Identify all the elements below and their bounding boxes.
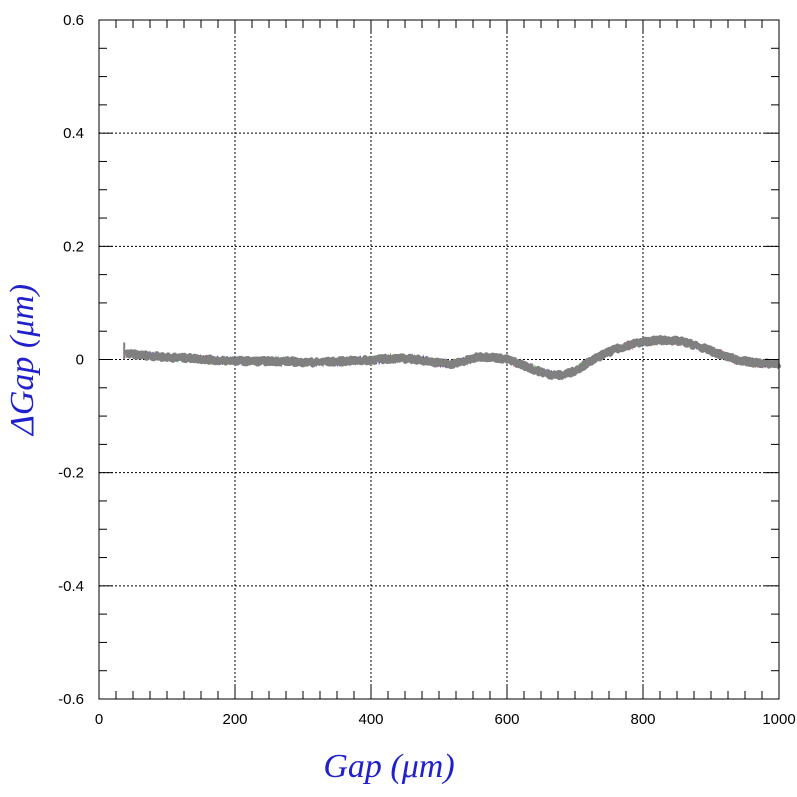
- axis-ticks: [98, 19, 780, 700]
- x-tick-label: 0: [95, 711, 103, 728]
- y-tick-label: 0.2: [63, 238, 84, 255]
- y-tick-label: -0.2: [58, 465, 84, 482]
- x-tick-label: 400: [358, 711, 383, 728]
- x-tick-label: 1000: [762, 711, 795, 728]
- y-tick-label: -0.4: [58, 578, 84, 595]
- y-tick-label: 0: [76, 352, 84, 369]
- data-series: [123, 335, 782, 381]
- y-tick-label: -0.6: [58, 691, 84, 708]
- x-tick-label: 200: [222, 711, 247, 728]
- y-axis-title: ΔGap (μm): [4, 284, 41, 437]
- x-tick-label: 600: [494, 711, 519, 728]
- x-axis-title: Gap (μm): [323, 748, 454, 785]
- tick-labels: 0 200 400 600 800 1000 -0.6 -0.4 -0.2 0 0.2 0.4 0.6: [58, 12, 796, 728]
- x-tick-label: 800: [630, 711, 655, 728]
- y-tick-label: 0.4: [63, 125, 84, 142]
- y-tick-label: 0.6: [63, 12, 84, 29]
- series-line: [123, 335, 782, 381]
